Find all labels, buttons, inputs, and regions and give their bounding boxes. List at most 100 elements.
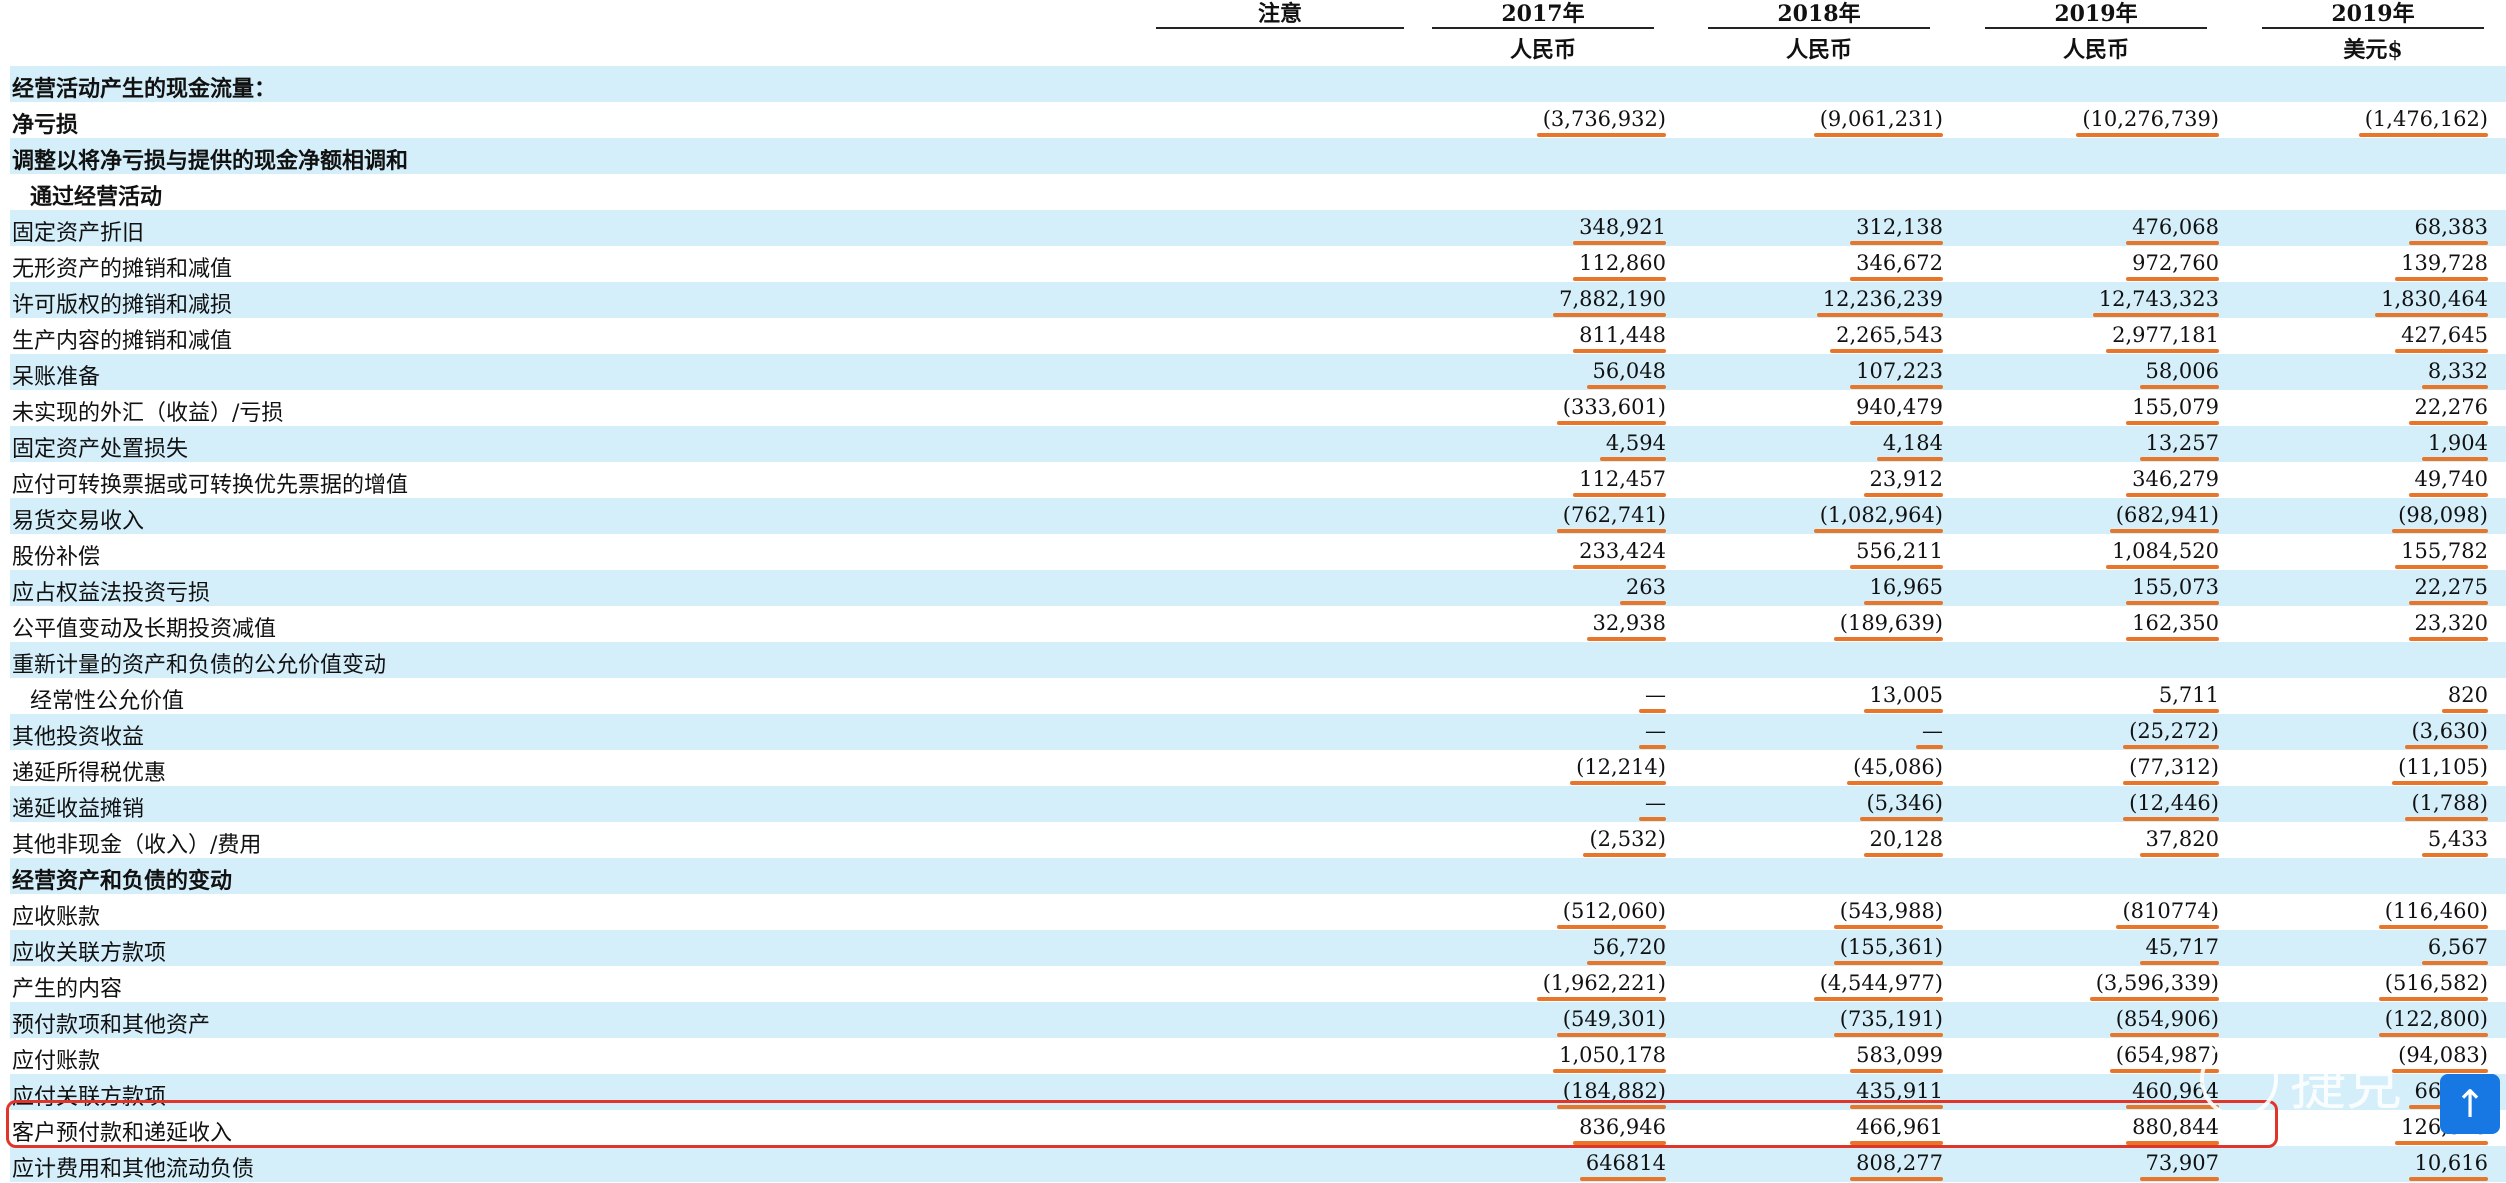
underline-mark	[2392, 781, 2488, 785]
row-label: 应计费用和其他流动负债	[12, 1157, 255, 1182]
value-text: 8,332	[2427, 359, 2488, 383]
value-text: (1,962,221)	[1542, 971, 1666, 995]
underline-mark	[2405, 745, 2488, 749]
value-cell: 58,006	[2069, 359, 2219, 389]
underline-mark	[2408, 601, 2488, 605]
value-cell: 45,717	[2069, 935, 2219, 965]
underline-mark	[1586, 385, 1666, 389]
underline-mark	[2408, 241, 2488, 245]
row-label: 经营活动产生的现金流量：	[12, 76, 277, 102]
value-text: (762,741)	[1562, 503, 1666, 527]
value-cell: (333,601)	[1516, 395, 1666, 425]
value-cell: (94,083)	[2338, 1043, 2488, 1073]
row-label: 易货交易收入	[12, 509, 145, 534]
underline-mark	[1583, 853, 1666, 857]
row-label: 股份补偿	[12, 545, 101, 570]
underline-mark	[2109, 1033, 2219, 1037]
value-text: (854,906)	[2115, 1007, 2219, 1031]
value-cell: (10,276,739)	[2069, 107, 2219, 137]
row-label: 递延收益摊销	[12, 797, 145, 822]
underline-mark	[2089, 997, 2219, 1001]
value-text: (549,301)	[1562, 1007, 1666, 1031]
table-row: 经常性公允价值 — 13,005 5,711 820	[10, 678, 2506, 714]
underline-mark	[2109, 529, 2219, 533]
value-text: 155,073	[2132, 575, 2219, 599]
header-rule	[1432, 27, 1654, 29]
value-text: (735,191)	[1839, 1007, 1943, 1031]
underline-mark	[1830, 349, 1943, 353]
value-text: (2,532)	[1589, 827, 1666, 851]
table-row: 净亏损 (3,736,932) (9,061,231) (10,276,739) (1,…	[10, 102, 2506, 138]
watermark: 捷克	[2200, 1040, 2500, 1120]
arrow-up-icon: ↑	[2454, 1082, 2486, 1126]
table-row: 预付款项和其他资产 (549,301) (735,191) (854,906) (122…	[10, 1002, 2506, 1038]
underline-mark	[1850, 1177, 1943, 1181]
value-text: 348,921	[1579, 215, 1666, 239]
table-row: 固定资产处置损失 4,594 4,184 13,257 1,904	[10, 426, 2506, 462]
value-cell: (735,191)	[1793, 1007, 1943, 1037]
table-row: 固定资产折旧 348,921 312,138 476,068 68,383	[10, 210, 2506, 246]
underline-mark	[1586, 961, 1666, 965]
underline-mark	[1850, 277, 1943, 281]
value-cell: 346,279	[2069, 467, 2219, 497]
watermark-text: 捷克	[2290, 1053, 2402, 1118]
value-text: (12,446)	[2129, 791, 2219, 815]
row-label: 呆账准备	[12, 365, 101, 390]
value-cell: 435,911	[1793, 1079, 1943, 1109]
value-cell: 73,907	[2069, 1151, 2219, 1181]
underline-mark	[1860, 817, 1943, 821]
value-cell: (25,272)	[2069, 719, 2219, 749]
value-cell: 476,068	[2069, 215, 2219, 245]
underline-mark	[1876, 457, 1943, 461]
value-cell: (3,630)	[2338, 719, 2488, 749]
underline-mark	[2126, 277, 2219, 281]
row-label: 产生的内容	[12, 977, 123, 1002]
value-text: (94,083)	[2398, 1043, 2488, 1067]
value-cell: (45,086)	[1793, 755, 1943, 785]
row-label: 许可版权的摊销和减损	[12, 293, 233, 318]
currency-label: 人民币	[2062, 37, 2129, 63]
value-text: (155,361)	[1839, 935, 1943, 959]
value-text: 13,005	[1869, 683, 1943, 707]
underline-mark	[1536, 133, 1666, 137]
underline-mark	[1850, 1141, 1943, 1145]
value-cell: (12,446)	[2069, 791, 2219, 821]
value-cell: 155,073	[2069, 575, 2219, 605]
underline-mark	[2126, 1141, 2219, 1145]
value-cell: 23,912	[1793, 467, 1943, 497]
row-label: 客户预付款和递延收入	[12, 1121, 233, 1146]
underline-mark	[2152, 709, 2219, 713]
table-row: 呆账准备 56,048 107,223 58,006 8,332	[10, 354, 2506, 390]
value-text: —	[1922, 719, 1943, 743]
table-header: 注意 2017年 人民币 2018年 人民币 2019年 人民币 2019年 美…	[0, 0, 2506, 66]
value-cell: 5,711	[2069, 683, 2219, 713]
table-row: 递延收益摊销 — (5,346) (12,446) (1,788)	[10, 786, 2506, 822]
underline-mark	[2139, 1177, 2219, 1181]
underline-mark	[2395, 565, 2488, 569]
value-cell: 2,977,181	[2069, 323, 2219, 353]
value-cell: (4,544,977)	[1793, 971, 1943, 1001]
value-cell: (116,460)	[2338, 899, 2488, 929]
value-text: 49,740	[2414, 467, 2488, 491]
underline-mark	[1863, 601, 1943, 605]
value-text: (11,105)	[2398, 755, 2488, 779]
underline-mark	[2408, 637, 2488, 641]
value-text: 139,728	[2401, 251, 2488, 275]
row-label: 净亏损	[12, 112, 79, 138]
scroll-to-top-button[interactable]: ↑	[2440, 1074, 2500, 1134]
value-cell: 4,184	[1793, 431, 1943, 461]
value-cell: 6,567	[2338, 935, 2488, 965]
value-text: 466,961	[1856, 1115, 1943, 1139]
underline-mark	[1553, 1069, 1666, 1073]
table-row: 无形资产的摊销和减值 112,860 346,672 972,760 139,728	[10, 246, 2506, 282]
value-text: 1,050,178	[1559, 1043, 1666, 1067]
value-cell: (654,987)	[2069, 1043, 2219, 1073]
underline-mark	[2392, 529, 2488, 533]
value-cell: (9,061,231)	[1793, 107, 1943, 137]
value-text: 112,860	[1579, 251, 1666, 275]
underline-mark	[1639, 817, 1666, 821]
year-label: 2019年	[2054, 1, 2138, 27]
value-text: (682,941)	[2115, 503, 2219, 527]
value-cell: 836,946	[1516, 1115, 1666, 1145]
